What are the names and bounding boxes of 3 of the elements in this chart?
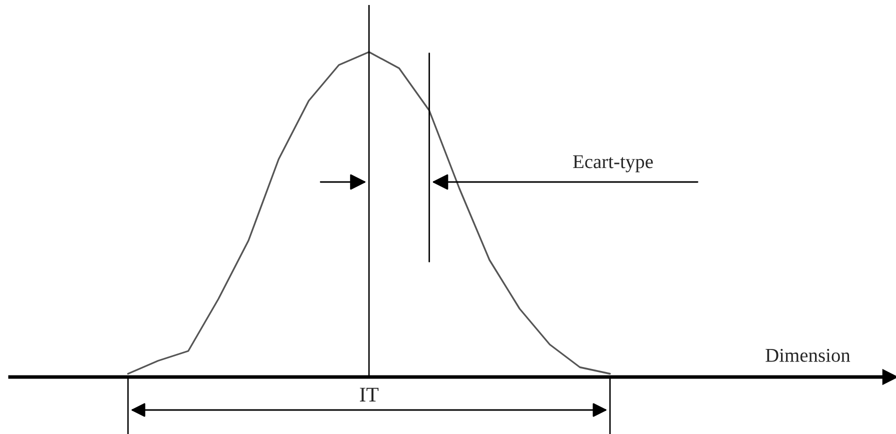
text: Dimension [766,348,850,362]
text: IT [360,388,378,402]
annotation: Ecart-type [573,155,653,172]
